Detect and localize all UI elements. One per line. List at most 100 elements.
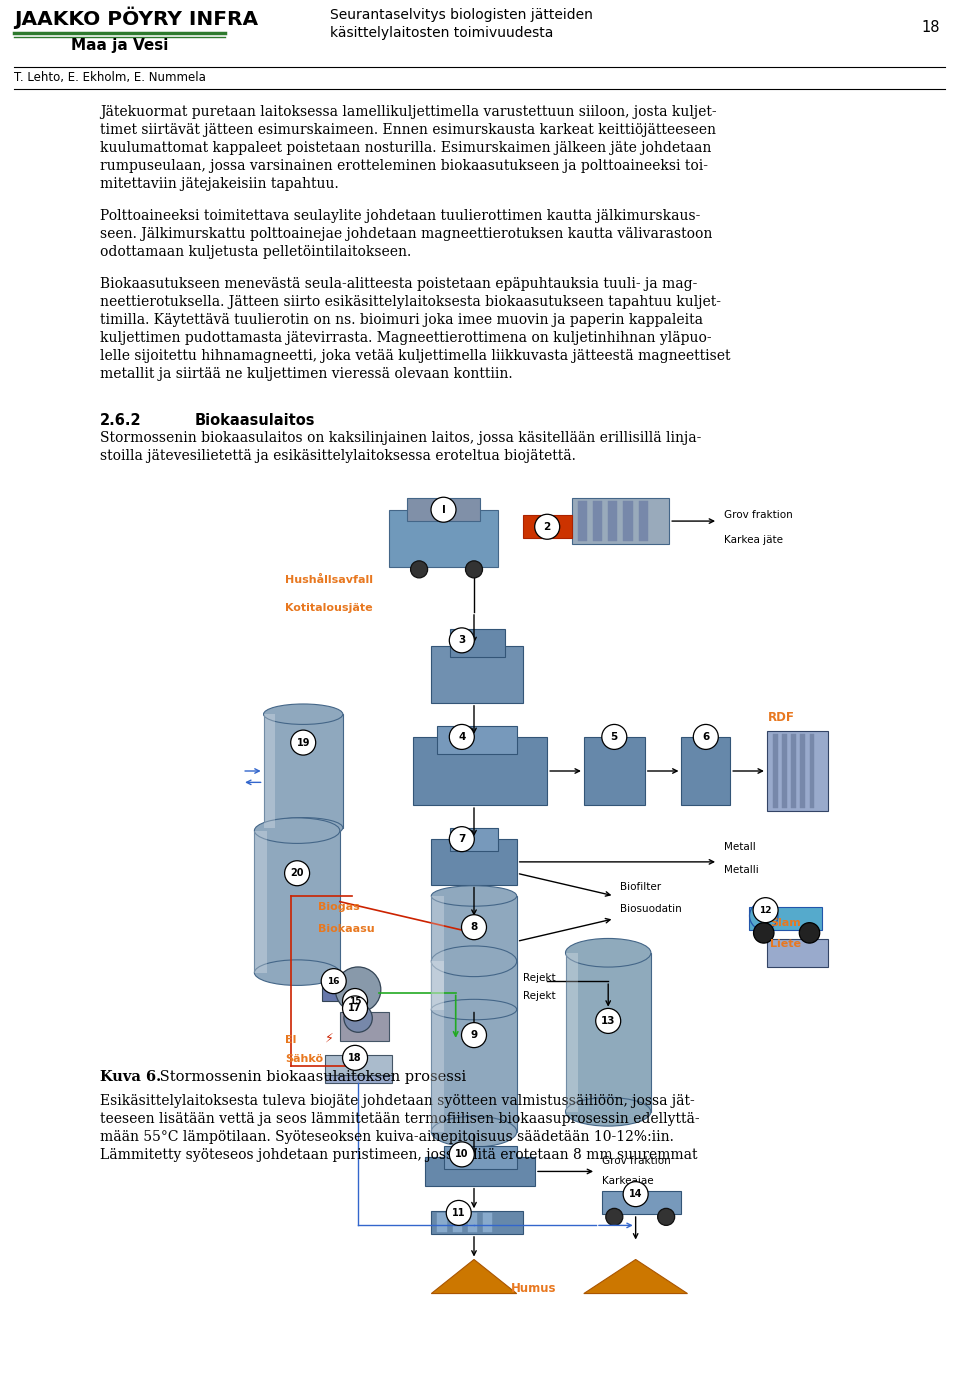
Text: Kuva 6.: Kuva 6. [100,1070,161,1084]
Bar [773,734,778,807]
Text: Liete: Liete [770,939,801,949]
Circle shape [343,1045,368,1070]
Text: Karkeajae: Karkeajae [602,1177,654,1186]
Bar [682,737,731,804]
Text: Stormossenin biokaasulaitoksen prosessi: Stormossenin biokaasulaitoksen prosessi [155,1070,467,1084]
Text: Stormossenin biokaasulaitos on kaksilinjainen laitos, jossa käsitellään erillisi: Stormossenin biokaasulaitos on kaksilinj… [100,431,702,445]
Bar [431,961,516,1132]
Circle shape [322,968,347,993]
Bar [767,732,828,811]
Polygon shape [431,1259,516,1294]
Bar [767,939,828,967]
Bar [431,895,516,1010]
Text: Kotitalousjäte: Kotitalousjäte [285,603,372,613]
Circle shape [284,860,309,886]
Circle shape [343,989,368,1013]
Text: Biofilter: Biofilter [620,881,661,891]
Circle shape [335,967,381,1013]
Text: I: I [442,505,445,515]
Text: ⚡: ⚡ [324,1031,333,1044]
Circle shape [750,901,778,930]
Bar [431,839,516,884]
Text: 18: 18 [922,20,940,35]
Bar [453,1213,462,1233]
Bar [438,1213,446,1233]
Text: 2: 2 [543,522,551,532]
Text: Esikäsittelylaitoksesta tuleva biojäte johdetaan syötteen valmistussäiliöön, jos: Esikäsittelylaitoksesta tuleva biojäte j… [100,1094,695,1108]
Bar [809,734,814,807]
Text: 15: 15 [348,996,361,1006]
Text: 14: 14 [629,1189,642,1199]
Text: Grov fraktion: Grov fraktion [724,509,793,519]
Text: kuulumattomat kappaleet poistetaan nosturilla. Esimurskaimen jälkeen jäte johdet: kuulumattomat kappaleet poistetaan nostu… [100,141,711,155]
Circle shape [411,561,427,578]
Bar [449,828,498,851]
Text: Seurantaselvitys biologisten jätteiden
käsittelylaitosten toimivuudesta: Seurantaselvitys biologisten jätteiden k… [330,8,593,41]
Bar [623,501,633,541]
Ellipse shape [431,999,516,1020]
Text: Rejekt: Rejekt [523,992,556,1002]
Text: 12: 12 [759,905,772,915]
Bar [638,501,648,541]
Circle shape [449,725,474,750]
Bar [571,498,669,544]
Text: mään 55°C lämpötilaan. Syöteseoksen kuiva-ainepitoisuus säädetään 10-12%:iin.: mään 55°C lämpötilaan. Syöteseoksen kuiv… [100,1130,674,1144]
Text: Slam: Slam [770,918,801,928]
Circle shape [693,725,718,750]
Bar [565,953,578,1112]
Bar [565,953,651,1112]
Ellipse shape [264,817,343,838]
Text: 5: 5 [611,732,618,741]
Circle shape [449,827,474,852]
Text: Jätekuormat puretaan laitoksessa lamellikuljettimella varustettuun siiloon, jost: Jätekuormat puretaan laitoksessa lamelli… [100,105,716,119]
Circle shape [602,725,627,750]
Bar [254,831,267,972]
Bar [801,734,805,807]
Text: Biosuodatin: Biosuodatin [620,905,683,915]
Text: Humus: Humus [511,1283,556,1295]
Circle shape [343,996,368,1021]
Text: odottamaan kuljetusta pelletöintilaitokseen.: odottamaan kuljetusta pelletöintilaitoks… [100,245,411,259]
Ellipse shape [254,818,340,844]
Bar [444,1146,516,1168]
Text: JAAKKO PÖYRY INFRA: JAAKKO PÖYRY INFRA [14,7,258,29]
Bar [254,831,340,972]
Text: 10: 10 [455,1150,468,1160]
Circle shape [753,898,778,923]
Circle shape [535,515,560,539]
Circle shape [658,1209,675,1226]
Bar [468,1213,477,1233]
Bar [322,983,361,1002]
Text: stoilla jätevesilietettä ja esikäsittelylaitoksessa eroteltua biojätettä.: stoilla jätevesilietettä ja esikäsittely… [100,449,576,463]
Text: 2.6.2: 2.6.2 [100,413,142,428]
Text: 6: 6 [702,732,709,741]
Text: mitettaviin jätejakeisiin tapahtuu.: mitettaviin jätejakeisiin tapahtuu. [100,178,339,192]
Ellipse shape [565,1097,651,1126]
Text: seen. Jälkimurskattu polttoainejae johdetaan magneettierotuksen kautta välivaras: seen. Jälkimurskattu polttoainejae johde… [100,227,712,241]
Text: rumpuseulaan, jossa varsinainen erotteleminen biokaasutukseen ja polttoaineeksi : rumpuseulaan, jossa varsinainen erottele… [100,159,708,173]
Bar [324,1074,392,1083]
Circle shape [466,561,483,578]
Circle shape [446,1200,471,1226]
Text: 18: 18 [348,1053,362,1063]
Circle shape [431,497,456,522]
Circle shape [606,1209,623,1226]
Text: 17: 17 [348,1003,362,1013]
Bar [389,509,498,567]
Bar [431,646,523,702]
Text: Sähkö: Sähkö [285,1053,323,1063]
Bar [523,515,571,539]
Circle shape [344,1004,372,1032]
Bar [602,1192,682,1214]
Circle shape [754,923,774,943]
Text: 4: 4 [458,732,466,741]
Text: El: El [285,1035,297,1045]
Text: Grov fraktion: Grov fraktion [602,1156,671,1167]
Text: 11: 11 [452,1207,466,1219]
Bar [578,501,587,541]
Bar [431,895,444,1010]
Bar [609,501,617,541]
Bar [425,1157,535,1185]
Bar [593,501,602,541]
Circle shape [462,1023,487,1048]
